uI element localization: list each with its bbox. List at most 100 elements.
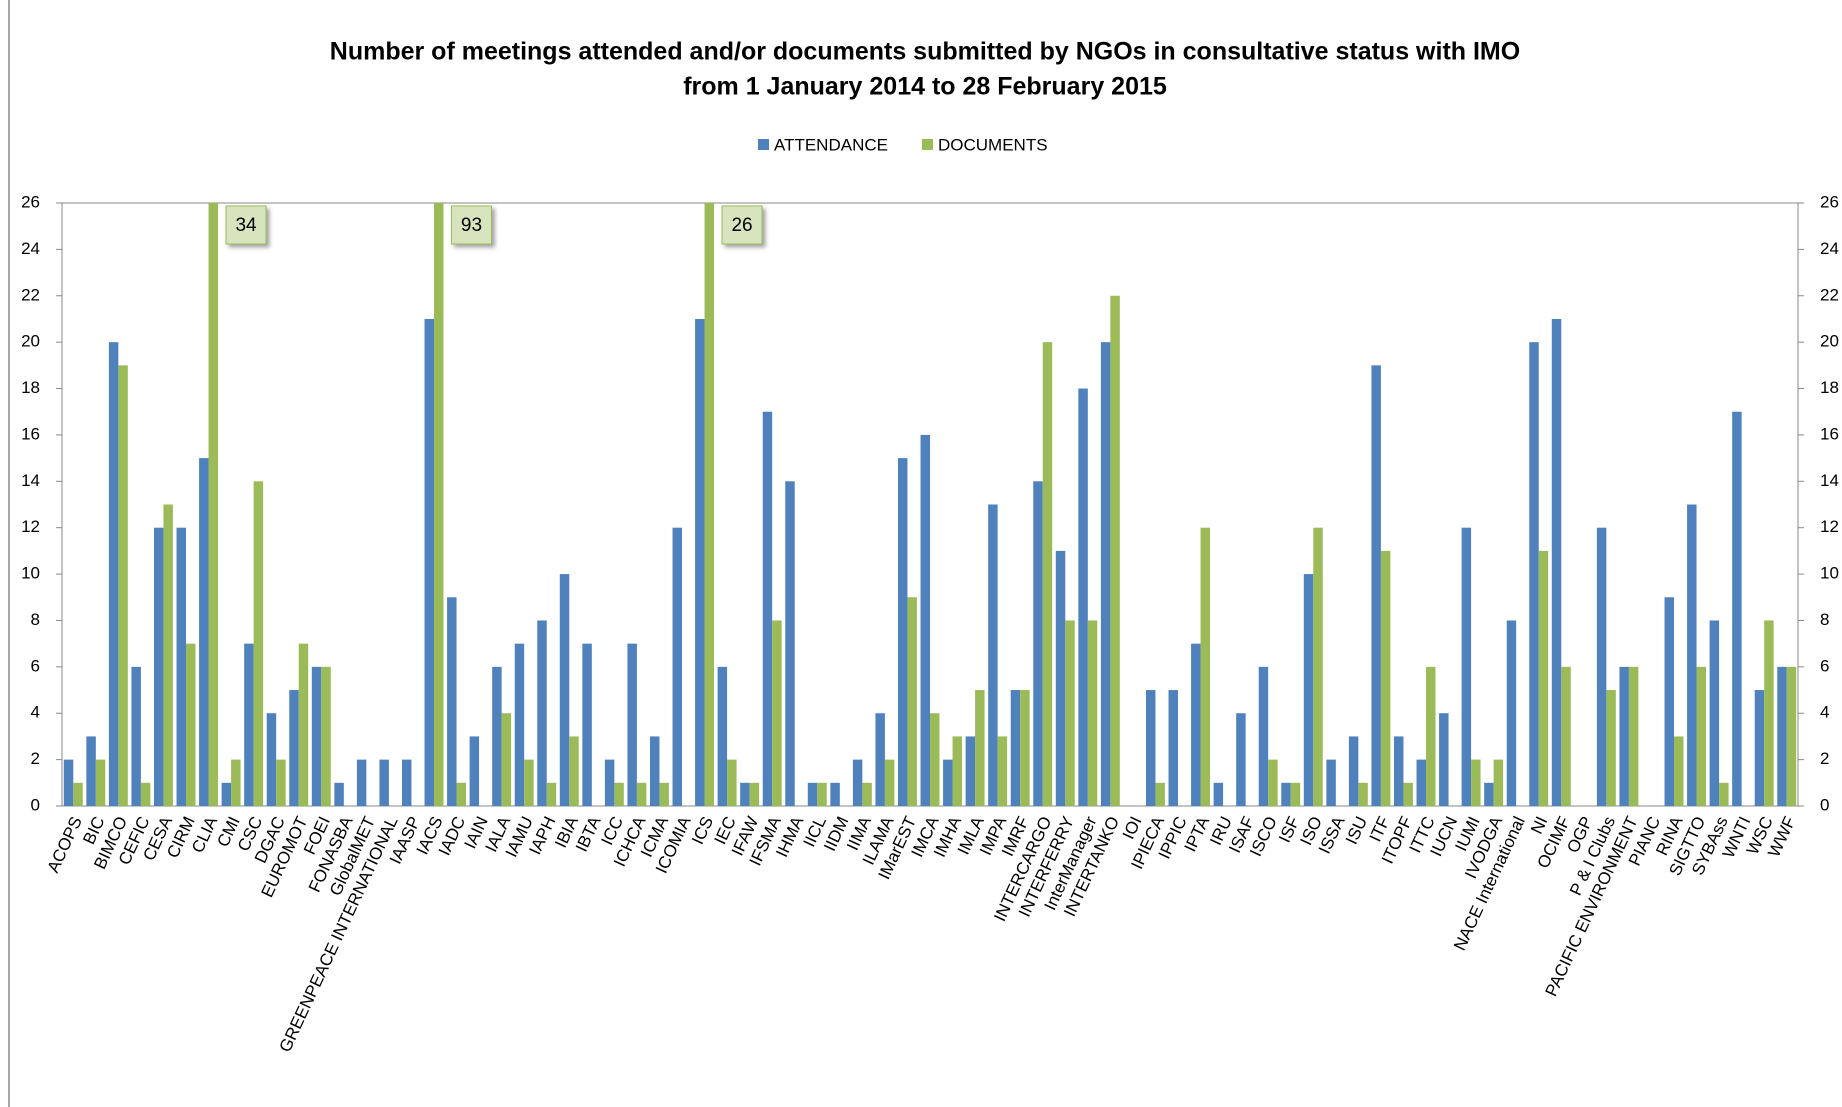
bar [659,782,669,806]
bar [604,759,615,806]
bar [447,597,457,806]
bar [1326,759,1336,806]
bar [1786,666,1797,806]
bar [1313,527,1323,806]
bar [1168,690,1178,806]
bar [1358,782,1368,806]
bar [63,759,74,806]
bar [1461,527,1472,806]
y-tick-label: 2 [31,749,40,768]
bar [321,666,331,806]
bar [672,527,682,806]
bar [952,736,963,806]
bar [1145,690,1156,806]
data-label-box [225,205,267,245]
bar [163,504,173,806]
y2-tick-label: 24 [1820,239,1839,258]
bar [86,736,96,806]
bar [73,782,83,806]
y-tick-label: 0 [31,795,40,814]
bar [1777,666,1787,806]
bar [897,458,908,806]
bar [1426,666,1436,806]
bar [537,620,547,806]
bar [1380,550,1391,806]
bar [559,574,570,806]
bar [1065,620,1075,806]
y2-tick-label: 2 [1820,749,1829,768]
bar [943,759,953,806]
bar [862,782,872,806]
bar [434,203,444,806]
y2-tick-label: 22 [1820,285,1839,304]
data-label: 26 [731,215,752,236]
y2-tick-label: 6 [1820,656,1829,675]
bar [1042,342,1053,806]
bar [582,643,592,806]
bar [118,365,128,806]
bars [63,203,1797,806]
bar [569,736,579,806]
bar [1538,550,1549,806]
bar [1471,759,1481,806]
bar [965,736,976,806]
bar [988,504,998,806]
bar [1606,690,1616,806]
bar [1619,666,1629,806]
y2-tick-label: 8 [1820,610,1829,629]
bar [1484,782,1494,806]
bar [1506,620,1517,806]
bar [1191,643,1201,806]
bar [1561,666,1571,806]
bar [817,782,827,806]
bar [244,643,254,806]
bar [884,759,895,806]
y2-tick-label: 4 [1820,703,1829,722]
y-tick-label: 16 [21,424,40,443]
bar [469,736,480,806]
bar [1709,620,1720,806]
bar [695,318,705,806]
legend-swatch [921,139,933,150]
data-label: 34 [235,215,257,236]
y-tick-label: 18 [21,378,40,397]
bar [131,666,141,806]
bar [1033,481,1043,806]
bar [1732,411,1742,806]
bar [492,666,502,806]
y-tick-label: 22 [21,285,40,304]
chart-title: from 1 January 2014 to 28 February 2015 [683,73,1167,101]
y2-tick-label: 26 [1820,192,1839,211]
bar [140,782,151,806]
bar [1200,527,1211,806]
bar [546,782,557,806]
y-tick-label: 20 [21,332,40,351]
y-tick-label: 10 [21,564,40,583]
bar [1719,782,1729,806]
legend-label: DOCUMENTS [938,135,1048,154]
chart-title: Number of meetings attended and/or docum… [330,38,1520,66]
bar [636,782,647,806]
data-label: 93 [461,215,482,236]
y-tick-label: 6 [31,656,40,675]
y-tick-label: 8 [31,610,40,629]
bar [772,620,782,806]
bar [1100,342,1111,806]
bar [1087,620,1098,806]
bar [704,203,715,806]
y2-tick-label: 16 [1820,424,1839,443]
bar [1303,574,1314,806]
bar [1416,759,1426,806]
bar [1213,782,1224,806]
bar [1110,295,1120,806]
data-label-box [721,205,763,245]
bar [501,713,512,806]
bar [627,643,637,806]
bar [975,690,985,806]
bar [1596,527,1607,806]
x-tick-label: ICS [688,814,717,848]
y-tick-label: 26 [21,192,40,211]
data-label-box [450,205,492,245]
bar [807,782,818,806]
